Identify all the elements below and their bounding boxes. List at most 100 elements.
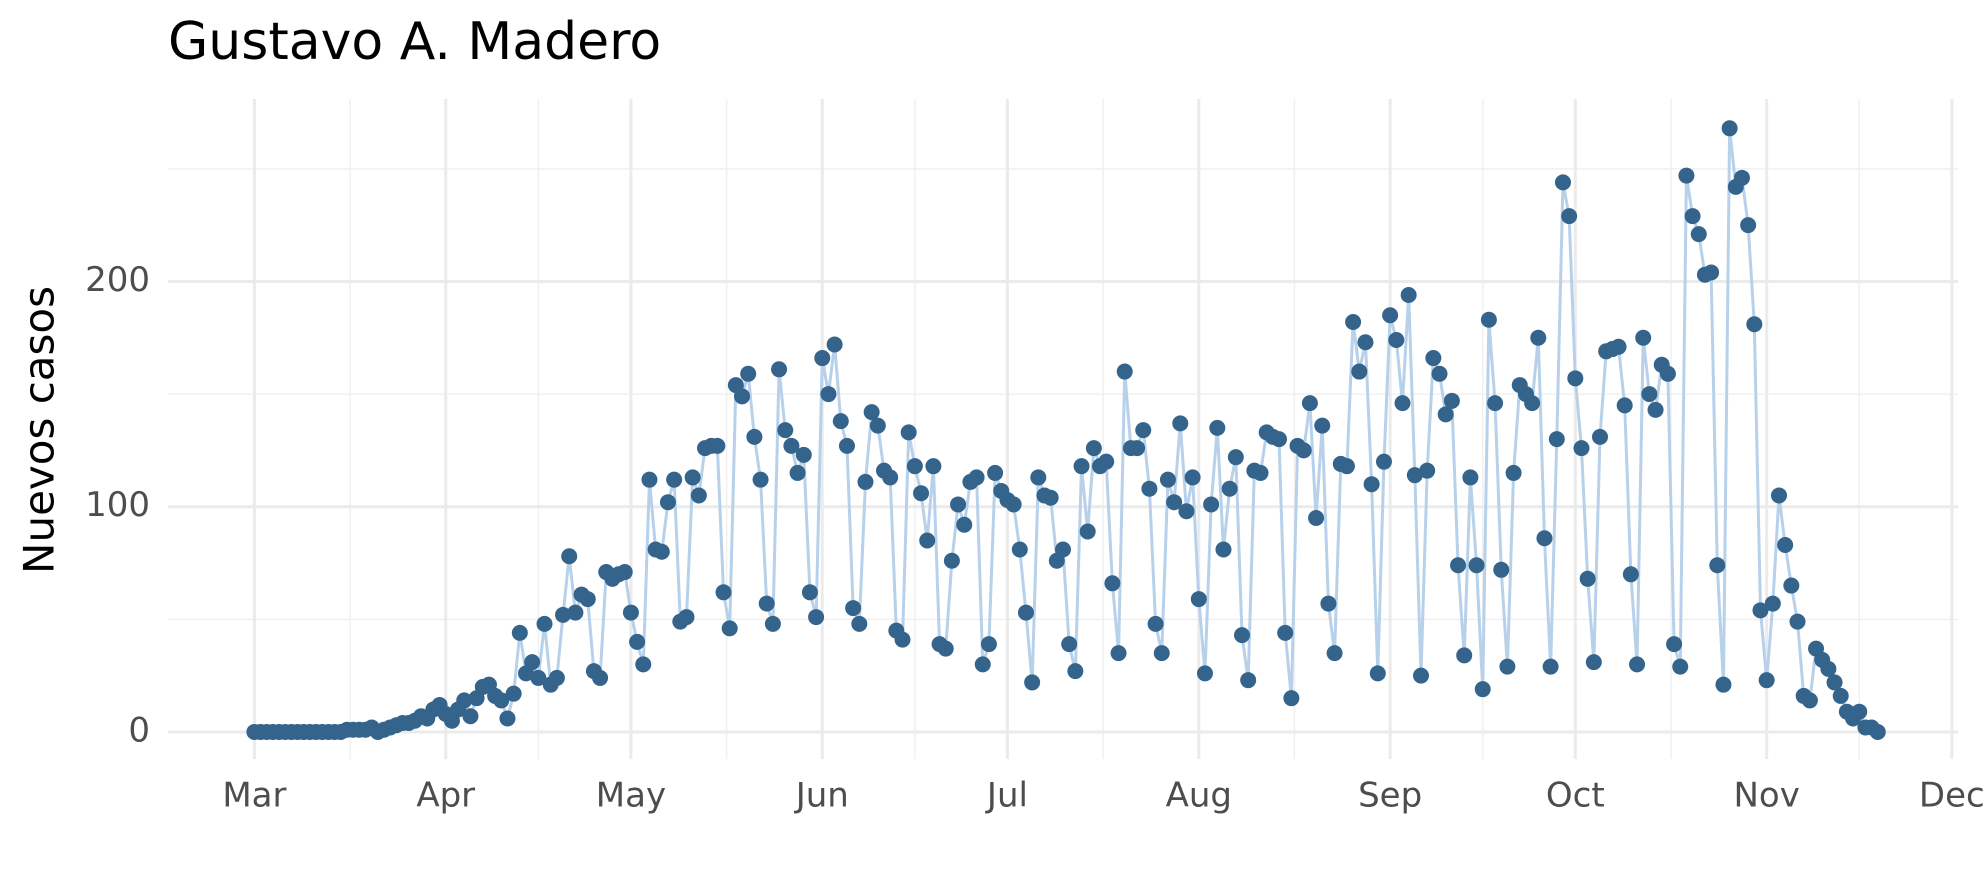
data-point xyxy=(1715,676,1732,693)
data-point xyxy=(1678,167,1695,184)
data-point xyxy=(1271,431,1288,448)
data-point xyxy=(1542,658,1559,675)
data-point xyxy=(863,404,880,421)
data-point xyxy=(1437,406,1454,423)
data-point xyxy=(1493,561,1510,578)
data-point xyxy=(1382,307,1399,324)
data-point xyxy=(1487,395,1504,412)
data-point xyxy=(1308,509,1325,526)
data-point xyxy=(777,422,794,439)
data-point xyxy=(974,656,991,673)
data-point xyxy=(456,692,473,709)
data-point xyxy=(789,464,806,481)
data-point xyxy=(1184,469,1201,486)
data-point xyxy=(894,631,911,648)
data-point xyxy=(919,532,936,549)
data-point xyxy=(1721,120,1738,137)
data-point xyxy=(1221,480,1238,497)
data-point xyxy=(801,584,818,601)
data-point xyxy=(1647,401,1664,418)
data-point xyxy=(616,564,633,581)
data-point xyxy=(1073,458,1090,475)
data-point xyxy=(1480,311,1497,328)
y-axis-label: Nuevos casos xyxy=(15,286,64,574)
data-point xyxy=(1801,692,1818,709)
data-point xyxy=(709,437,726,454)
data-point xyxy=(1234,627,1250,644)
data-point xyxy=(1758,672,1775,689)
data-point xyxy=(1425,350,1442,367)
data-point xyxy=(1357,334,1374,351)
data-point xyxy=(1345,314,1362,331)
data-point xyxy=(1548,431,1565,448)
data-point xyxy=(1116,363,1133,380)
data-point xyxy=(579,591,596,608)
data-point xyxy=(1129,440,1146,457)
data-point xyxy=(1629,656,1646,673)
data-point xyxy=(1641,386,1658,403)
data-point xyxy=(943,552,960,569)
data-point xyxy=(771,361,788,378)
data-point xyxy=(1067,663,1084,680)
data-point xyxy=(1709,557,1726,574)
data-point xyxy=(493,692,510,709)
data-point xyxy=(1104,575,1121,592)
data-point xyxy=(1431,365,1448,382)
y-tick-label: 100 xyxy=(85,485,150,525)
x-tick-label: May xyxy=(596,776,666,816)
data-point xyxy=(1301,395,1318,412)
data-point xyxy=(1703,264,1720,281)
data-point xyxy=(1178,503,1195,520)
y-tick-label: 200 xyxy=(85,260,150,300)
x-tick-label: Mar xyxy=(222,776,286,816)
data-point xyxy=(1011,541,1028,558)
data-point xyxy=(764,615,781,632)
data-point xyxy=(592,669,609,686)
data-point xyxy=(641,471,658,488)
data-point xyxy=(1579,570,1596,587)
data-point xyxy=(1456,647,1473,664)
data-point xyxy=(1746,316,1763,333)
data-point xyxy=(1024,674,1041,691)
data-point xyxy=(1375,453,1392,470)
data-point xyxy=(987,464,1004,481)
data-point xyxy=(808,609,825,626)
data-point xyxy=(857,473,874,490)
x-tick-label: Apr xyxy=(416,776,475,816)
data-point xyxy=(1635,329,1652,346)
data-point xyxy=(851,615,868,632)
data-point xyxy=(1190,591,1207,608)
data-point xyxy=(980,636,997,653)
data-point xyxy=(622,604,639,621)
data-point xyxy=(1690,226,1707,243)
data-point xyxy=(1462,469,1479,486)
data-point xyxy=(1110,645,1127,662)
data-point xyxy=(1684,208,1701,225)
data-point xyxy=(1826,674,1843,691)
data-point xyxy=(1740,217,1757,234)
data-point xyxy=(1351,363,1368,380)
data-point xyxy=(1752,602,1769,619)
x-tick-label: Jul xyxy=(985,776,1028,816)
data-point xyxy=(826,336,843,353)
data-point xyxy=(1277,624,1294,641)
data-point xyxy=(1820,660,1837,677)
data-point xyxy=(845,600,862,617)
data-point xyxy=(795,446,812,463)
data-point xyxy=(740,365,757,382)
data-point xyxy=(956,516,973,533)
data-point xyxy=(1419,462,1436,479)
data-point xyxy=(820,386,837,403)
data-point xyxy=(678,609,695,626)
data-point xyxy=(499,710,516,727)
data-point xyxy=(462,708,479,725)
data-point xyxy=(838,437,855,454)
data-point xyxy=(715,584,732,601)
data-point xyxy=(1536,530,1553,547)
data-point xyxy=(1851,703,1868,720)
data-point xyxy=(814,350,831,367)
data-point xyxy=(1005,496,1022,513)
data-point xyxy=(1443,392,1460,409)
data-point xyxy=(1159,471,1176,488)
data-point xyxy=(832,413,849,430)
